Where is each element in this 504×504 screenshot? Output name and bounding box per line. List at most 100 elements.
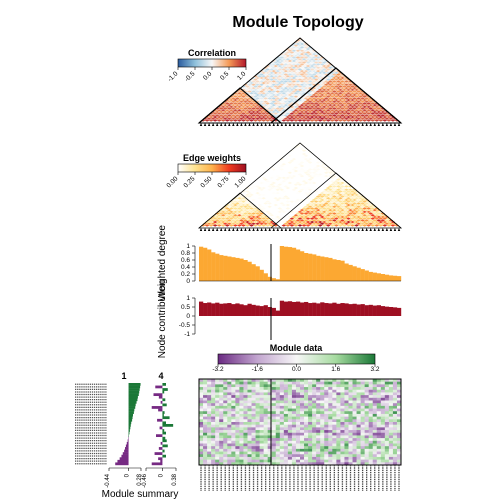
module-data-cell [215, 456, 220, 460]
correlation-cell [323, 97, 329, 100]
module-data-cell [275, 389, 281, 393]
module-data-cell [283, 387, 289, 391]
module-data-cell [380, 381, 386, 385]
module-data-cell [267, 451, 273, 455]
correlation-cell [319, 70, 325, 73]
correlation-cell [285, 115, 291, 119]
correlation-cell [263, 90, 268, 93]
module-data-cell [356, 405, 361, 409]
edge-weight-cell [245, 214, 250, 217]
module-data-cell [259, 462, 264, 466]
correlation-cell [364, 117, 369, 120]
correlation-node-tick [341, 123, 344, 126]
correlation-cell [259, 93, 264, 97]
correlation-cell [332, 93, 337, 97]
module-data-cell [207, 456, 212, 460]
edge-weight-cell [289, 197, 295, 200]
module-data-cell [372, 379, 378, 382]
correlation-cell [334, 85, 339, 88]
correlation-cell [251, 83, 256, 86]
module-data-cell [267, 424, 273, 428]
module-data-cell [263, 392, 268, 396]
edge-weight-cell [275, 212, 281, 215]
edge-weight-cell [360, 205, 365, 208]
edge-weight-cell [372, 209, 378, 212]
edge-weight-cell [297, 152, 303, 156]
module-data-cell [243, 395, 248, 399]
correlation-cell [332, 83, 337, 86]
edge-weight-cell [271, 202, 277, 205]
module-data-cell [247, 427, 252, 431]
module-data-cell [396, 413, 402, 417]
edge-weights-legend-ticks: 0.00 0.25 0.50 0.75 1.00 [166, 172, 248, 189]
correlation-cell [340, 100, 345, 103]
module-data-cell [243, 381, 248, 385]
edge-weight-cell [283, 202, 289, 205]
module-data-cell [344, 389, 349, 393]
correlation-cell [265, 81, 270, 85]
correlation-cell [293, 92, 299, 95]
module-data-cell [247, 446, 252, 450]
correlation-cell [267, 97, 273, 100]
correlation-cell [299, 110, 305, 114]
edge-weight-cell [321, 203, 327, 207]
module-data-cell [360, 381, 365, 385]
module-summary-bar [151, 406, 163, 409]
module-data-cell [207, 448, 212, 452]
correlation-cell [364, 104, 369, 107]
correlation-cell [255, 104, 260, 107]
edge-weight-cell [285, 200, 291, 203]
edge-weight-cell [267, 188, 273, 191]
correlation-cell [281, 115, 287, 119]
module-data-cell [211, 400, 216, 404]
correlation-cell [368, 110, 374, 114]
module-data-cell [259, 413, 264, 417]
edge-weight-cell [285, 180, 291, 183]
edge-weight-cell [313, 220, 319, 224]
edge-weight-cell [275, 192, 281, 195]
edge-weight-cell [283, 188, 289, 191]
module-data-cell [376, 432, 382, 436]
module-data-cell [239, 432, 244, 436]
edge-weight-cell [293, 183, 299, 186]
correlation-cell [346, 92, 351, 95]
edge-weights-legend-tick-label: 0.50 [200, 175, 214, 189]
edge-weight-cell [368, 215, 374, 219]
edge-weight-cell [273, 166, 279, 169]
correlation-cell [301, 44, 307, 47]
correlation-cell [275, 73, 281, 76]
module-data-cell [283, 381, 289, 385]
module-data-cell [368, 438, 374, 442]
edge-weight-cell [364, 215, 369, 219]
correlation-cell [301, 105, 307, 108]
edge-weights-node-tick [240, 228, 243, 231]
node-contribution-bar [227, 303, 232, 316]
module-data-cell [320, 389, 325, 393]
module-data-cell [332, 422, 337, 425]
module-data-cell [283, 440, 289, 444]
module-data-cell [372, 408, 378, 412]
correlation-cell [360, 107, 365, 110]
edge-weight-cell [283, 195, 289, 198]
module-data-cell [287, 454, 293, 458]
module-data-cell [231, 435, 236, 439]
module-summary-bar [122, 452, 129, 455]
edge-weight-cell [382, 220, 388, 224]
edge-weight-cell [386, 220, 392, 224]
module-data-cell [364, 462, 369, 466]
edge-weight-cell [285, 169, 291, 173]
edge-weight-cell [303, 205, 309, 208]
edge-weight-cell [350, 214, 355, 217]
edge-weight-cell [356, 219, 361, 222]
correlation-cell [273, 112, 279, 115]
correlation-cell [239, 114, 244, 117]
correlation-cell [279, 97, 285, 100]
edge-weight-cell [380, 215, 386, 219]
correlation-cell [261, 105, 266, 108]
module-data-cell [356, 443, 361, 447]
edge-weights-node-tick [321, 228, 324, 231]
module-data-cell [332, 381, 337, 385]
correlation-cell [237, 112, 242, 115]
module-data-cell [368, 379, 374, 382]
module-data-cell [255, 443, 260, 447]
